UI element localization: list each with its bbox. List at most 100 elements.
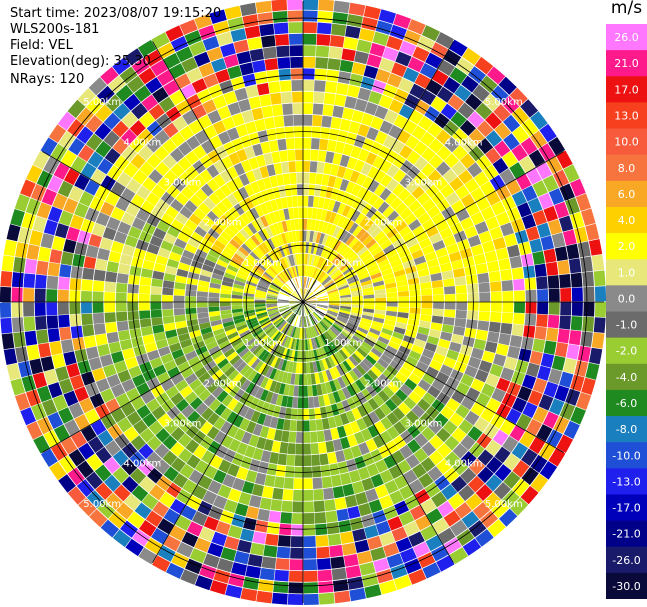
- ppi-gate: [413, 141, 428, 156]
- ppi-gate: [281, 257, 288, 269]
- ppi-gate: [163, 359, 177, 372]
- ppi-gate: [474, 221, 489, 235]
- ppi-gate: [10, 208, 25, 227]
- ppi-gate: [125, 538, 144, 557]
- ppi-gate: [264, 201, 274, 213]
- ppi-gate: [350, 312, 362, 318]
- ppi-gate: [208, 306, 220, 312]
- range-ring-label: 3.00km: [164, 178, 202, 189]
- ppi-gate: [243, 289, 255, 295]
- ppi-gate: [272, 316, 282, 324]
- ppi-gate: [427, 169, 442, 184]
- ppi-gate: [455, 208, 470, 222]
- ppi-gate: [397, 285, 409, 292]
- ppi-gate: [317, 298, 329, 301]
- ppi-gate: [138, 547, 157, 565]
- ppi-gate: [226, 180, 238, 193]
- ppi-gate: [203, 73, 219, 88]
- ppi-gate: [273, 317, 283, 326]
- ppi-gate: [341, 264, 352, 274]
- ppi-gate: [310, 338, 316, 350]
- ppi-gate: [472, 501, 491, 520]
- ppi-gate: [372, 434, 386, 449]
- ppi-gate: [224, 210, 236, 223]
- ppi-gate: [356, 246, 368, 257]
- ppi-gate: [279, 80, 292, 92]
- colorbar-tick-label: -6.0: [616, 397, 637, 410]
- ppi-gate: [521, 374, 537, 390]
- ppi-gate: [467, 66, 486, 84]
- ppi-gate: [488, 321, 501, 333]
- ppi-gate: [321, 221, 329, 234]
- ppi-gate: [405, 454, 420, 469]
- ppi-gate: [361, 513, 376, 528]
- ppi-gate: [452, 267, 466, 278]
- ppi-gate: [384, 192, 398, 206]
- ppi-gate: [398, 104, 414, 119]
- ppi-gate: [90, 168, 107, 185]
- ppi-gate: [311, 138, 320, 150]
- ppi-gate: [193, 340, 206, 350]
- ppi-gate: [291, 266, 297, 278]
- ppi-gate: [356, 186, 368, 200]
- ppi-gate: [548, 188, 565, 206]
- ppi-gate: [345, 372, 355, 384]
- ppi-gate: [485, 130, 503, 147]
- ppi-gate: [546, 156, 563, 175]
- ppi-gate: [187, 410, 201, 424]
- ppi-gate: [427, 122, 443, 138]
- ppi-gate: [303, 374, 308, 386]
- ppi-gate: [340, 531, 354, 545]
- ppi-gate: [297, 265, 301, 277]
- ppi-gate: [346, 84, 361, 98]
- ppi-gate: [290, 373, 296, 385]
- ppi-gate: [240, 588, 258, 602]
- ppi-gate: [460, 434, 476, 451]
- ppi-gate: [327, 58, 341, 71]
- ppi-gate: [247, 355, 258, 367]
- ppi-gate: [95, 258, 108, 271]
- ppi-gate: [339, 309, 351, 315]
- ppi-gate: [503, 471, 521, 489]
- ppi-gate: [407, 277, 420, 286]
- ppi-gate: [92, 291, 104, 302]
- ppi-gate: [162, 450, 178, 466]
- ppi-gate: [521, 336, 534, 351]
- ppi-gate: [501, 280, 514, 292]
- ppi-gate: [303, 316, 306, 328]
- ppi-gate: [84, 207, 100, 223]
- ppi-gate: [477, 137, 494, 155]
- ppi-gate: [343, 248, 354, 259]
- ppi-gate: [343, 344, 354, 356]
- ppi-gate: [402, 361, 416, 373]
- ppi-gate: [265, 269, 276, 279]
- ppi-gate: [421, 244, 435, 256]
- ppi-gate: [320, 209, 328, 221]
- ppi-gate: [411, 404, 425, 418]
- ppi-gate: [345, 324, 357, 332]
- ppi-gate: [513, 278, 525, 291]
- ppi-gate: [223, 91, 238, 105]
- ppi-gate: [247, 37, 263, 51]
- ppi-gate: [498, 333, 511, 346]
- ppi-gate: [292, 303, 301, 311]
- ppi-gate: [219, 170, 232, 184]
- ppi-gate: [104, 292, 116, 302]
- ppi-gate: [317, 271, 325, 281]
- ppi-gate: [373, 169, 386, 183]
- ppi-gate: [339, 362, 349, 374]
- ppi-gate: [330, 474, 342, 487]
- ppi-gate: [409, 295, 421, 302]
- colorbar-tick-label: 10.0: [614, 136, 639, 149]
- ppi-gate: [377, 259, 390, 268]
- range-ring-label: 1.00km: [244, 338, 282, 349]
- ppi-gate: [116, 502, 134, 520]
- ppi-gate: [245, 210, 256, 222]
- colorbar-tick-label: -26.0: [612, 554, 640, 567]
- ppi-gate: [558, 215, 574, 232]
- ppi-gate: [316, 161, 325, 174]
- azimuth-spoke: [152, 41, 304, 303]
- ppi-gate: [365, 206, 377, 219]
- ppi-gate: [444, 153, 460, 169]
- ppi-gate: [338, 287, 350, 293]
